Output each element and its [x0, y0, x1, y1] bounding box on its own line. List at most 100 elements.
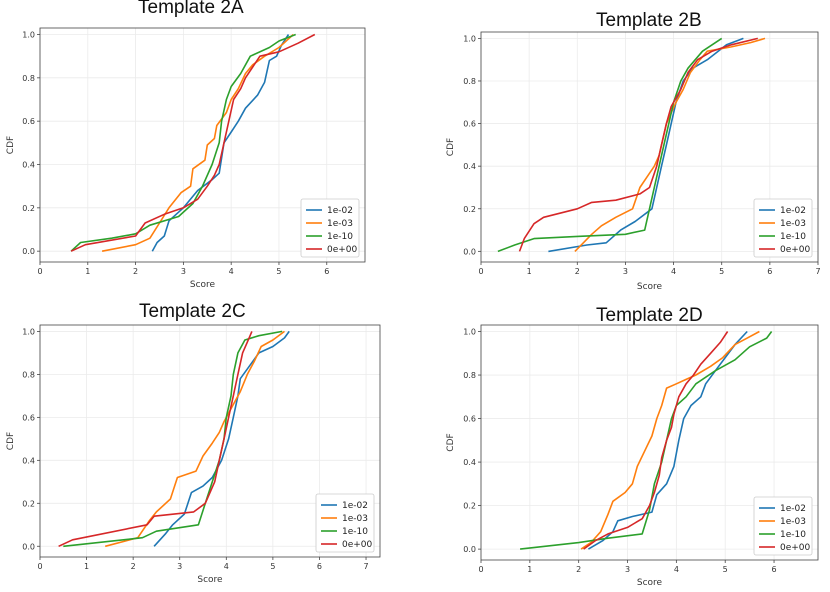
x-tick-label: 0: [37, 562, 42, 571]
legend-label-1e-02: 1e-02: [342, 501, 368, 511]
legend-box: [753, 198, 813, 258]
x-tick-label: 5: [270, 562, 275, 571]
chart-1: 0 1 2 3 4 5 60.00.20.40.60.81.0ScoreCDF1e-021e…: [6, 27, 366, 290]
y-axis-label: CDF: [6, 136, 16, 154]
y-tick-label: 0.8: [463, 77, 476, 86]
legend: 1e-02 1e-03 1e-10 0e+00: [300, 198, 360, 258]
x-tick-label: 3: [181, 267, 186, 276]
chart-3: 0 1 2 3 4 5 6 70.00.20.40.60.81.0ScoreCDF1e-021…: [6, 324, 381, 585]
x-axis-label: Score: [190, 280, 216, 290]
legend-label-1e-03: 1e-03: [780, 517, 806, 527]
chart-title-2a: Template 2A: [138, 0, 244, 18]
x-axis-label: Score: [637, 578, 663, 588]
y-tick-label: 0.0: [22, 247, 35, 256]
x-tick-label: 3: [177, 562, 182, 571]
plot-frame: [39, 27, 366, 263]
legend-box: [315, 493, 375, 553]
legend-label-1e-02: 1e-02: [780, 206, 806, 216]
x-tick-label: 1: [527, 565, 532, 574]
x-tick-label: 3: [623, 267, 628, 276]
x-tick-label: 6: [767, 267, 772, 276]
y-tick-label: 0.2: [463, 502, 476, 511]
chart-title-2d: Template 2D: [596, 305, 703, 326]
legend-label-0e+00: 0e+00: [780, 543, 811, 553]
y-axis-label: CDF: [446, 138, 456, 156]
x-axis-label: Score: [637, 282, 663, 292]
legend-label-1e-10: 1e-10: [327, 232, 353, 242]
y-tick-label: 0.0: [463, 545, 476, 554]
y-axis-label: CDF: [446, 433, 456, 451]
legend-label-1e-03: 1e-03: [780, 219, 806, 229]
x-tick-label: 4: [224, 562, 229, 571]
legend-box: [300, 198, 360, 258]
x-axis-label: Score: [197, 575, 223, 585]
plot-frame: [39, 324, 381, 558]
plot-frame: [480, 324, 819, 561]
series-line-1e-02: [153, 330, 290, 547]
series-line-1e-10: [70, 33, 296, 252]
x-tick-label: 4: [671, 267, 676, 276]
y-tick-label: 1.0: [22, 327, 35, 336]
y-tick-label: 0.6: [463, 120, 476, 129]
x-tick-label: 1: [84, 562, 89, 571]
plot-frame: [480, 31, 819, 263]
x-tick-label: 2: [133, 267, 138, 276]
legend: 1e-02 1e-03 1e-10 0e+00: [315, 493, 375, 553]
legend-box: [753, 496, 813, 556]
y-tick-label: 0.2: [463, 205, 476, 214]
series-line-1e-03: [104, 330, 285, 548]
x-tick-label: 2: [131, 562, 136, 571]
y-tick-label: 1.0: [463, 34, 476, 43]
legend-label-1e-10: 1e-10: [780, 232, 806, 242]
legend-label-1e-10: 1e-10: [780, 530, 806, 540]
series-line-0e+00: [583, 331, 729, 550]
x-tick-label: 3: [625, 565, 630, 574]
x-tick-label: 5: [719, 267, 724, 276]
y-tick-label: 0.2: [22, 499, 35, 508]
x-tick-label: 6: [317, 562, 322, 571]
legend-label-1e-02: 1e-02: [327, 206, 353, 216]
legend: 1e-02 1e-03 1e-10 0e+00: [753, 198, 813, 258]
y-tick-label: 0.4: [22, 456, 35, 465]
y-tick-label: 0.8: [463, 371, 476, 380]
x-tick-label: 1: [527, 267, 532, 276]
x-tick-label: 0: [478, 565, 483, 574]
chart-title-2c: Template 2C: [139, 301, 246, 322]
y-tick-label: 0.6: [22, 117, 35, 126]
series-line-1e-02: [151, 34, 290, 252]
x-tick-label: 0: [37, 267, 42, 276]
series-line-1e-03: [101, 33, 294, 252]
y-tick-label: 0.4: [22, 161, 35, 170]
series-line-1e-02: [587, 330, 748, 550]
legend-label-1e-10: 1e-10: [342, 527, 368, 537]
legend-label-0e+00: 0e+00: [342, 540, 373, 550]
x-tick-label: 5: [723, 565, 728, 574]
series-line-1e-03: [574, 37, 766, 252]
legend: 1e-02 1e-03 1e-10 0e+00: [753, 496, 813, 556]
legend-label-0e+00: 0e+00: [327, 245, 358, 255]
x-tick-label: 2: [575, 267, 580, 276]
y-tick-label: 1.0: [463, 328, 476, 337]
x-tick-label: 4: [674, 565, 679, 574]
x-tick-label: 7: [815, 267, 820, 276]
y-tick-label: 1.0: [22, 31, 35, 40]
series-line-0e+00: [58, 331, 253, 548]
y-tick-label: 0.2: [22, 204, 35, 213]
x-tick-label: 6: [324, 267, 329, 276]
legend-label-1e-03: 1e-03: [327, 219, 353, 229]
y-tick-label: 0.6: [22, 413, 35, 422]
series-line-0e+00: [518, 37, 758, 252]
series-line-1e-10: [497, 37, 723, 253]
y-axis-label: CDF: [6, 432, 16, 450]
series-line-1e-03: [580, 330, 760, 550]
legend-label-1e-02: 1e-02: [780, 504, 806, 514]
chart-4: 0 1 2 3 4 5 60.00.20.40.60.81.0ScoreCDF1e-021e…: [446, 324, 819, 588]
x-tick-label: 1: [85, 267, 90, 276]
y-tick-label: 0.0: [463, 247, 476, 256]
y-tick-label: 0.8: [22, 74, 35, 83]
x-tick-label: 5: [276, 267, 281, 276]
x-tick-label: 4: [229, 267, 234, 276]
x-tick-label: 0: [478, 267, 483, 276]
series-line-1e-10: [520, 331, 773, 550]
